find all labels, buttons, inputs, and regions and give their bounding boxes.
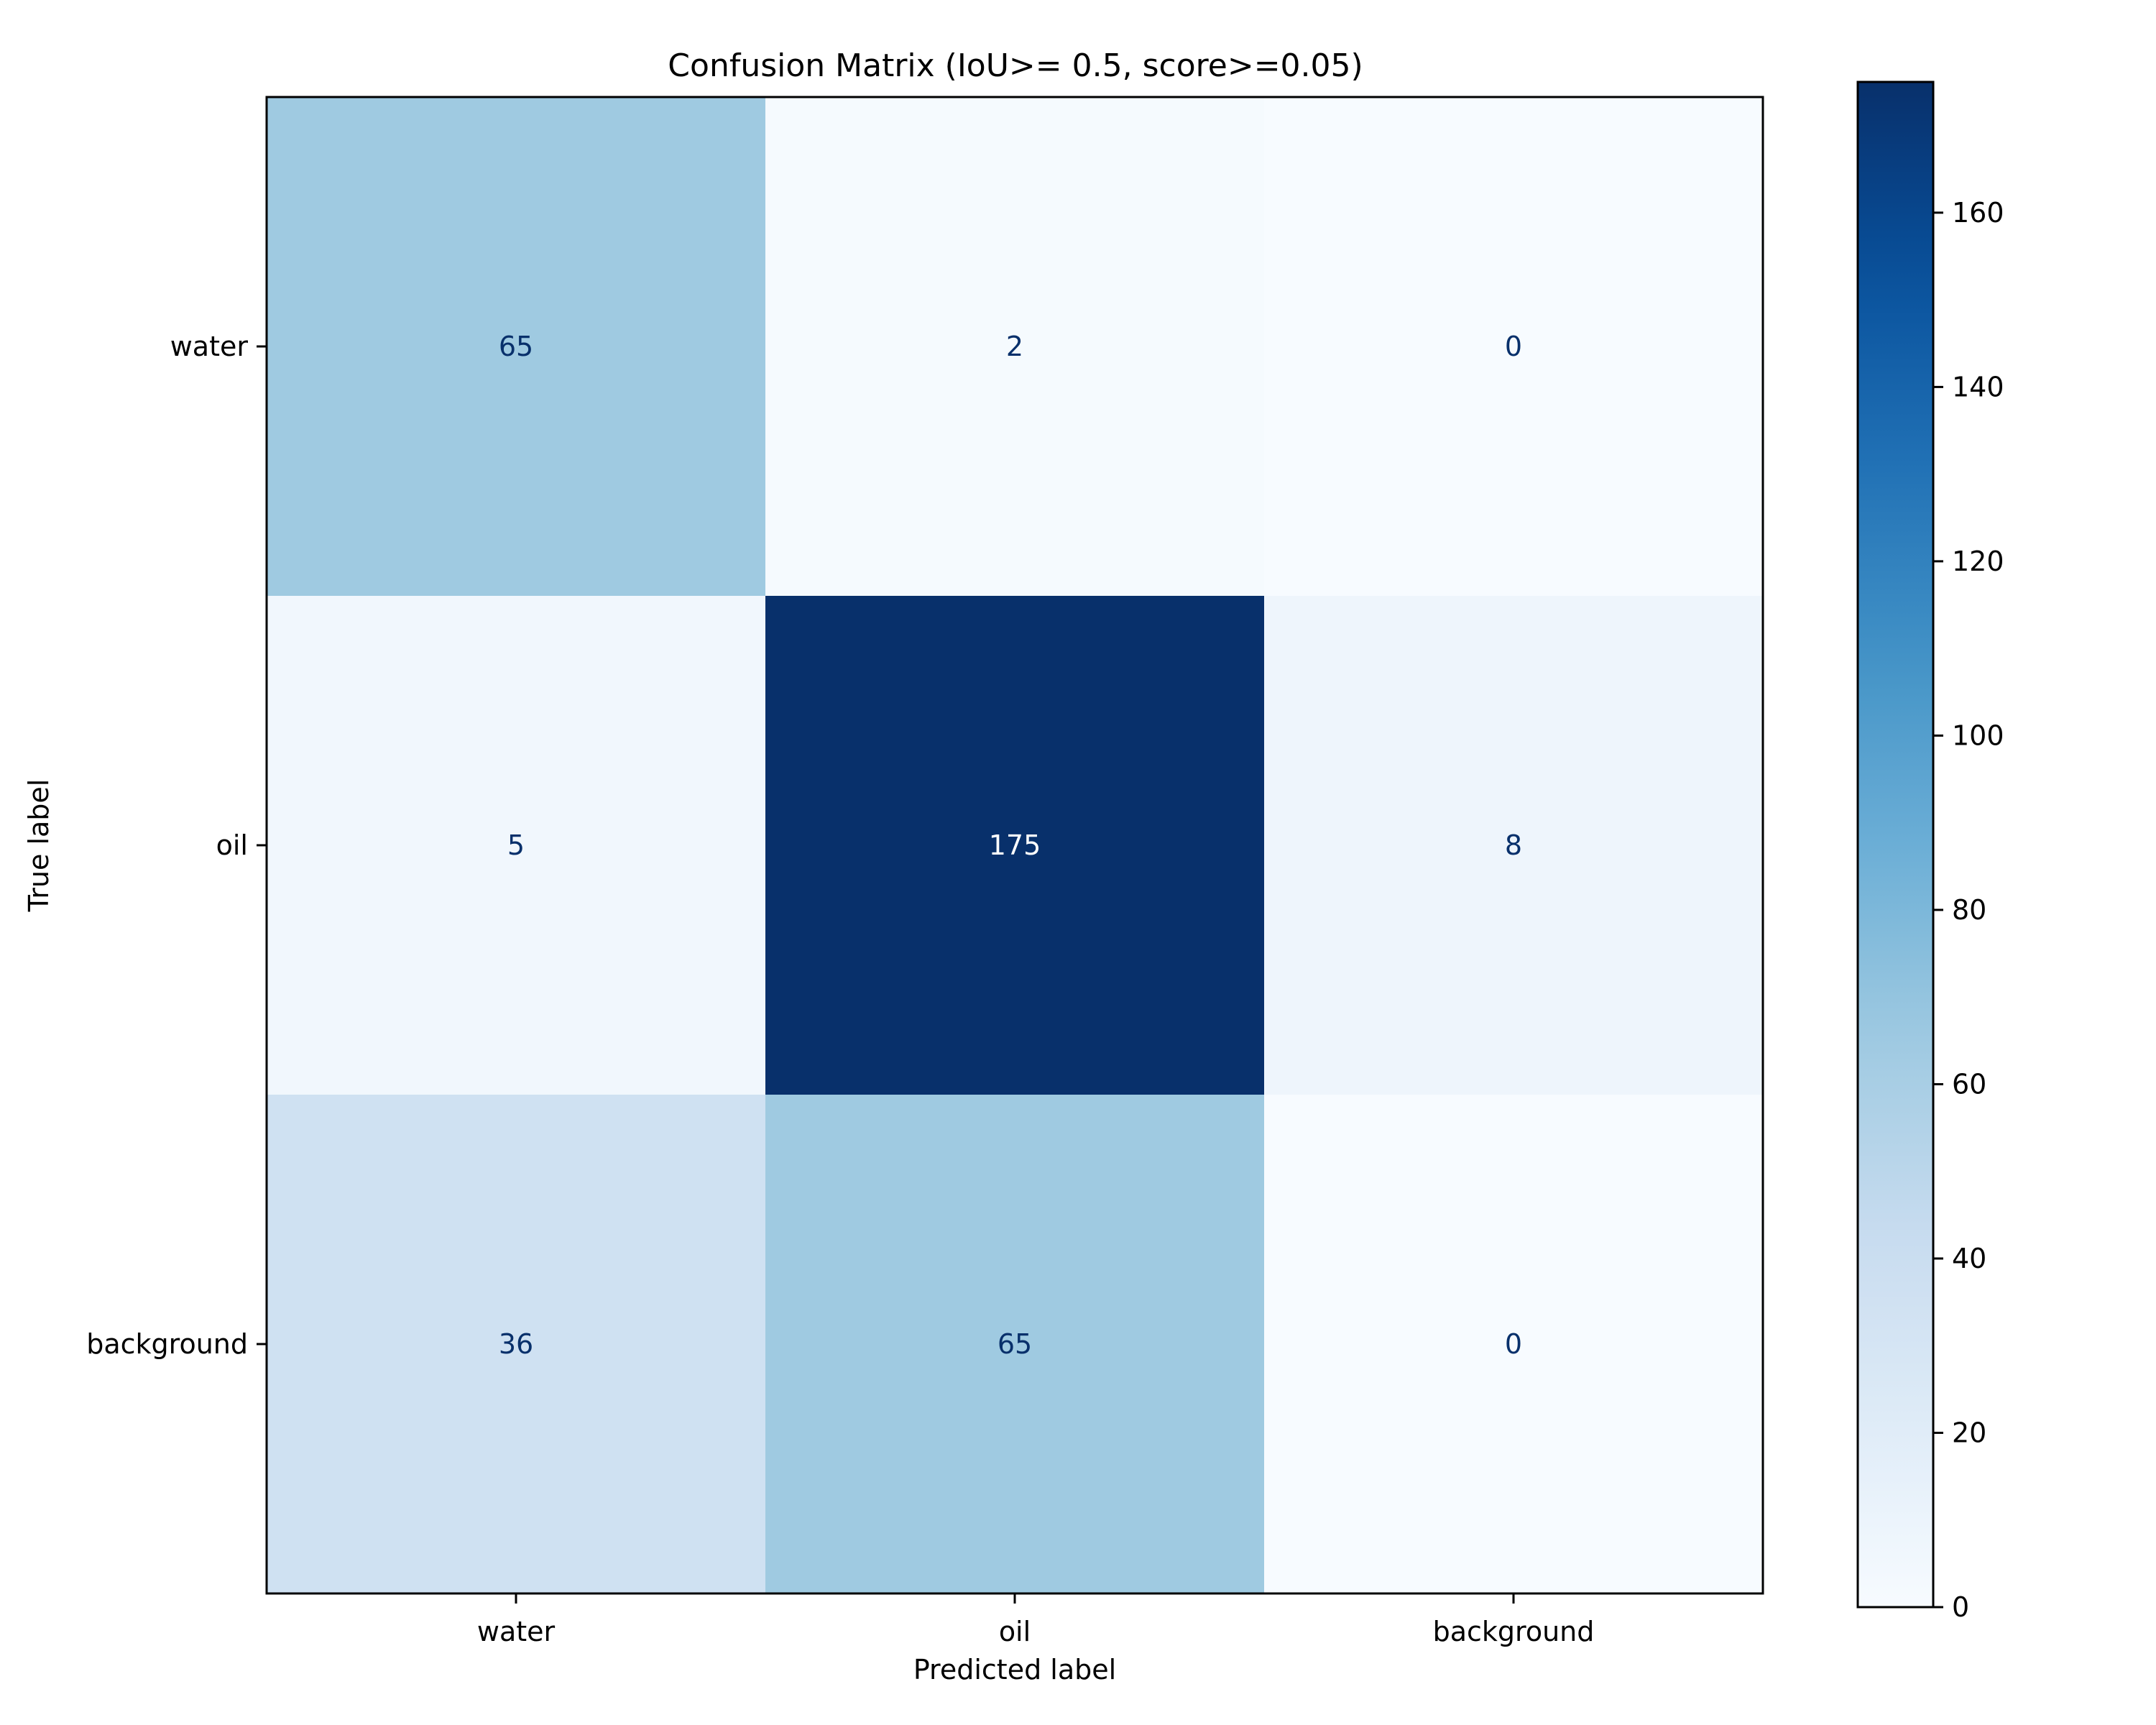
chart-title: Confusion Matrix (IoU>= 0.5, score>=0.05… bbox=[668, 47, 1363, 84]
y-tick-label: water bbox=[170, 331, 249, 362]
heatmap-cell bbox=[1264, 596, 1764, 1095]
colorbar-ticks: 0 20 40 60 80 100 120 140 160 bbox=[1933, 197, 2004, 1623]
colorbar-tick-label: 40 bbox=[1952, 1243, 1986, 1274]
x-tick-label: water bbox=[477, 1616, 556, 1647]
cell-value-label: 65 bbox=[499, 331, 533, 362]
colorbar-tick-label: 140 bbox=[1952, 371, 2004, 402]
y-tick-label: background bbox=[86, 1328, 248, 1360]
colorbar-tick-label: 100 bbox=[1952, 719, 2004, 751]
heatmap-cells bbox=[267, 97, 1764, 1594]
cell-value-label: 36 bbox=[499, 1328, 533, 1360]
cell-value-label: 175 bbox=[989, 829, 1041, 861]
heatmap-cell bbox=[765, 1095, 1265, 1594]
heatmap-cell bbox=[765, 97, 1265, 597]
heatmap-cell bbox=[1264, 97, 1764, 597]
heatmap-cell bbox=[1264, 1095, 1764, 1594]
colorbar-tick-label: 160 bbox=[1952, 197, 2004, 229]
x-axis-ticks: water oil background bbox=[477, 1593, 1595, 1647]
heatmap-cell bbox=[267, 1095, 766, 1594]
y-tick-label: oil bbox=[216, 829, 248, 861]
x-tick-label: background bbox=[1433, 1616, 1595, 1647]
cell-value-label: 8 bbox=[1505, 829, 1522, 861]
x-axis-label: Predicted label bbox=[913, 1654, 1116, 1685]
colorbar-tick-label: 60 bbox=[1952, 1068, 1986, 1100]
heatmap-cell bbox=[267, 97, 766, 597]
cell-value-label: 2 bbox=[1006, 331, 1023, 362]
y-axis-ticks: water oil background bbox=[86, 331, 267, 1360]
colorbar-tick-label: 120 bbox=[1952, 546, 2004, 577]
colorbar-tick-label: 80 bbox=[1952, 894, 1986, 926]
heatmap-cell bbox=[765, 596, 1265, 1095]
cell-value-label: 0 bbox=[1505, 1328, 1522, 1360]
y-axis-label: True label bbox=[23, 779, 55, 913]
heatmap-cell-labels: 65 2 0 5 175 8 36 65 0 bbox=[499, 331, 1522, 1360]
x-tick-label: oil bbox=[999, 1616, 1031, 1647]
colorbar-tick-label: 0 bbox=[1952, 1591, 1969, 1623]
cell-value-label: 0 bbox=[1505, 331, 1522, 362]
colorbar bbox=[1856, 80, 1935, 1609]
cell-value-label: 65 bbox=[998, 1328, 1032, 1360]
heatmap-cell bbox=[267, 596, 766, 1095]
colorbar-tick-label: 20 bbox=[1952, 1417, 1986, 1448]
cell-value-label: 5 bbox=[507, 829, 525, 861]
